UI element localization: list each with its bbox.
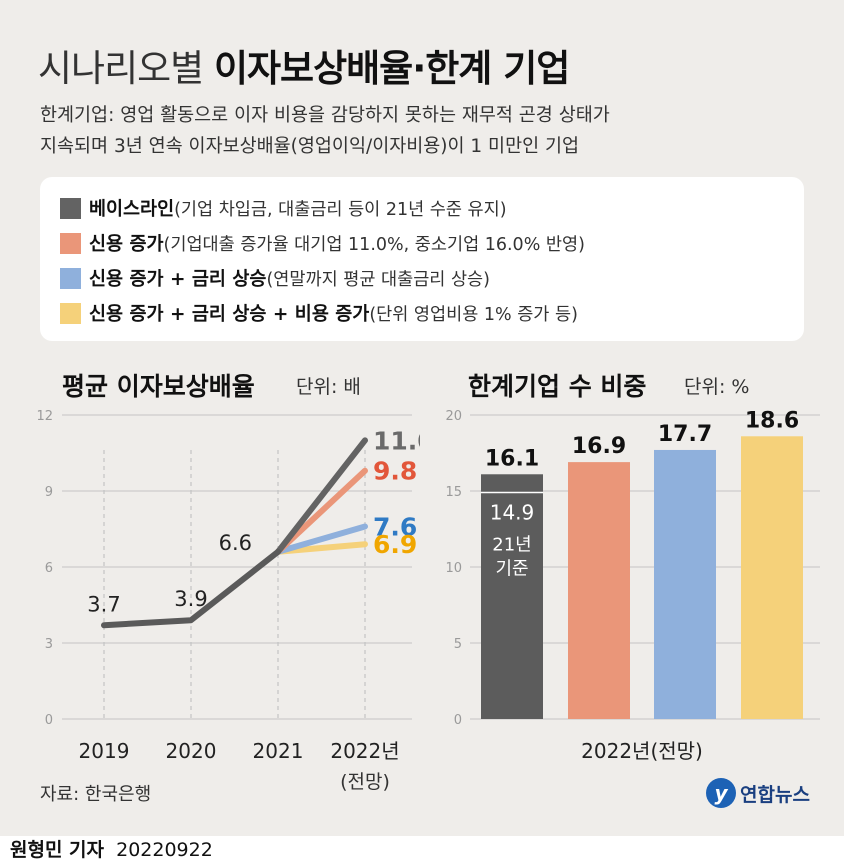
description-line: 한계기업: 영업 활동으로 이자 비용을 감당하지 못하는 재무적 곤경 상태가 <box>40 105 610 126</box>
legend-desc: (연말까지 평균 대출금리 상승) <box>266 269 490 290</box>
page-title: 시나리오별 이자보상배율·한계 기업 <box>38 38 570 92</box>
y-tick-label: 0 <box>454 713 462 728</box>
baseline-marker-note: 21년 <box>492 535 531 556</box>
scenario-data-label: 7.6 <box>373 512 417 541</box>
history-data-label: 6.6 <box>219 531 252 555</box>
legend-item-baseline: 베이스라인 (기업 차입금, 대출금리 등이 21년 수준 유지) <box>60 194 507 222</box>
legend-swatch <box>60 232 81 254</box>
y-tick-label: 20 <box>445 409 462 424</box>
scenario-data-label: 11.0 <box>373 426 420 455</box>
bar-data-label: 18.6 <box>745 408 799 433</box>
legend-swatch <box>60 267 81 289</box>
yonhap-logo: y 연합뉴스 <box>706 778 810 808</box>
legend-name: 신용 증가 + 금리 상승 + 비용 증가 <box>89 304 370 325</box>
bar-chart-title: 한계기업 수 비중 <box>468 372 647 401</box>
scenario-data-label: 9.8 <box>373 457 417 486</box>
y-tick-label: 0 <box>45 713 53 728</box>
bar-data-label: 16.9 <box>572 434 626 459</box>
legend-name: 신용 증가 <box>89 234 164 255</box>
y-tick-label: 12 <box>36 409 53 424</box>
history-data-label: 3.7 <box>87 592 120 616</box>
scenario-line <box>275 523 368 555</box>
legend-item-credit-rate: 신용 증가 + 금리 상승 (연말까지 평균 대출금리 상승) <box>60 264 490 292</box>
x-tick-label: 2020 <box>166 739 217 763</box>
byline-date: 20220922 <box>116 839 213 861</box>
legend-name: 베이스라인 <box>89 199 175 220</box>
x-axis-label: 2022년(전망) <box>581 739 703 763</box>
legend: 베이스라인 (기업 차입금, 대출금리 등이 21년 수준 유지) 신용 증가 (기… <box>40 177 804 341</box>
line-chart: 0 3 6 9 12 2019 2020 2021 2022년 (전망) 3.7 3.9 6.6 11.0… <box>36 409 420 793</box>
title-bold: 이자보상배율·한계 기업 <box>213 47 570 90</box>
legend-item-credit-rate-cost: 신용 증가 + 금리 상승 + 비용 증가 (단위 영업비용 1% 증가 등) <box>60 299 578 327</box>
y-tick-label: 15 <box>445 485 462 500</box>
legend-name: 신용 증가 + 금리 상승 <box>89 269 267 290</box>
logo-text: 연합뉴스 <box>740 783 810 806</box>
bar-data-label: 17.7 <box>658 422 712 447</box>
y-tick-label: 10 <box>445 561 462 576</box>
scenario-line <box>275 467 368 555</box>
legend-swatch <box>60 302 81 324</box>
description-line: 지속되며 3년 연속 이자보상배율(영업이익/이자비용)이 1 미만인 기업 <box>40 136 580 157</box>
infographic-card: 시나리오별 이자보상배율·한계 기업 한계기업: 영업 활동으로 이자 비용을 … <box>0 0 844 836</box>
bar-chart-unit: 단위: % <box>684 376 750 398</box>
description: 한계기업: 영업 활동으로 이자 비용을 감당하지 못하는 재무적 곤경 상태가… <box>40 100 810 162</box>
legend-item-credit: 신용 증가 (기업대출 증가율 대기업 11.0%, 중소기업 16.0% 반영) <box>60 229 585 257</box>
y-tick-label: 3 <box>45 637 53 652</box>
y-tick-label: 6 <box>45 561 53 576</box>
baseline-marker-label: 14.9 <box>490 501 535 525</box>
reporter-name: 원형민 기자 <box>10 839 105 861</box>
line-chart-unit: 단위: 배 <box>296 376 361 398</box>
baseline-marker-note: 기준 <box>495 559 528 580</box>
bar <box>654 449 716 719</box>
bar <box>741 436 803 719</box>
title-light: 시나리오별 <box>38 47 214 90</box>
y-tick-label: 5 <box>454 637 462 652</box>
byline: 원형민 기자 20220922 <box>10 835 213 862</box>
x-tick-sublabel: (전망) <box>340 771 390 793</box>
x-tick-label: 2022년 <box>330 739 399 763</box>
yonhap-logo-icon: y <box>706 778 736 808</box>
scenario-data-label: 6.9 <box>373 530 417 559</box>
scenario-line <box>275 437 368 555</box>
bar <box>481 474 543 719</box>
x-tick-label: 2021 <box>253 739 304 763</box>
legend-swatch <box>60 197 81 219</box>
legend-desc: (기업 차입금, 대출금리 등이 21년 수준 유지) <box>174 199 507 220</box>
line-chart-title: 평균 이자보상배율 <box>62 372 255 401</box>
y-tick-label: 9 <box>45 485 53 500</box>
history-line <box>101 548 281 629</box>
bar-data-label: 16.1 <box>485 446 539 471</box>
source-note: 자료: 한국은행 <box>40 784 152 805</box>
history-data-label: 3.9 <box>174 587 207 611</box>
legend-desc: (기업대출 증가율 대기업 11.0%, 중소기업 16.0% 반영) <box>163 234 585 255</box>
legend-desc: (단위 영업비용 1% 증가 등) <box>369 304 578 325</box>
x-tick-label: 2019 <box>79 739 130 763</box>
bar <box>568 462 630 719</box>
